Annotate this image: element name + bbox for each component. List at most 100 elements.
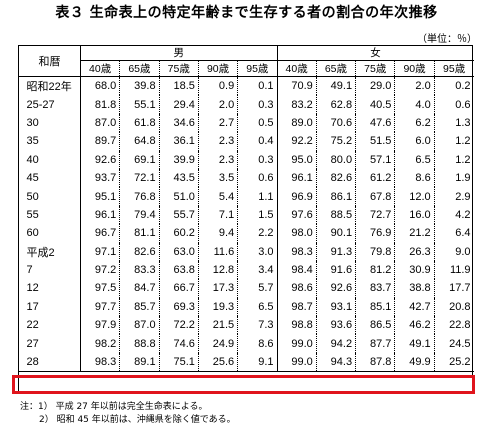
male-value-cell: 97.7 — [79, 297, 120, 317]
year-cell: 22 — [18, 316, 81, 335]
female-value-cell: 25.2 — [433, 352, 474, 373]
male-age-header: 90歳 — [197, 60, 238, 77]
male-value-cell: 12.8 — [197, 260, 238, 280]
female-value-cell: 51.5 — [355, 132, 395, 151]
table-row: 28 98.3 89.1 75.1 25.6 9.1 99.0 94.3 87.8 49.9 25.… — [18, 352, 474, 373]
female-value-cell: 76.9 — [355, 224, 395, 243]
female-value-cell: 12.0 — [394, 187, 435, 206]
table-row: 25-27 81.8 55.1 29.4 2.0 0.3 83.2 62.8 40.5 4.0 0.… — [18, 95, 474, 114]
female-value-cell: 9.0 — [433, 242, 474, 261]
era-header: 和暦 — [18, 45, 81, 77]
male-value-cell: 85.7 — [119, 297, 160, 317]
highlight-box-latest-row — [12, 375, 475, 394]
male-age-header: 75歳 — [158, 60, 199, 77]
male-value-cell: 97.2 — [79, 260, 120, 280]
male-value-cell: 82.6 — [119, 242, 160, 261]
male-value-cell: 88.8 — [119, 334, 160, 353]
male-value-cell: 3.4 — [237, 260, 277, 280]
year-cell: 60 — [18, 224, 81, 243]
male-value-cell: 69.3 — [158, 297, 199, 317]
male-value-cell: 98.2 — [79, 334, 120, 353]
table-row: 7 97.2 83.3 63.8 12.8 3.4 98.4 91.6 81.2 30.9 11.9 — [18, 260, 474, 280]
female-value-cell: 88.5 — [315, 205, 356, 225]
male-value-cell: 0.4 — [237, 132, 277, 151]
female-value-cell: 70.9 — [276, 76, 317, 96]
year-cell: 昭和22年 — [18, 76, 81, 96]
female-value-cell: 93.1 — [315, 297, 356, 317]
male-value-cell: 87.0 — [119, 316, 160, 335]
male-value-cell: 0.1 — [237, 76, 277, 96]
year-cell: 28 — [18, 352, 81, 373]
male-value-cell: 69.1 — [119, 150, 160, 169]
female-value-cell: 98.8 — [276, 316, 317, 335]
male-value-cell: 5.7 — [237, 279, 277, 298]
table-row: 17 97.7 85.7 69.3 19.3 6.5 98.7 93.1 85.1 42.7 20.… — [18, 297, 474, 317]
female-value-cell: 6.2 — [394, 113, 435, 133]
male-value-cell: 92.6 — [79, 150, 120, 169]
male-value-cell: 83.3 — [119, 260, 160, 280]
male-value-cell: 89.7 — [79, 132, 120, 151]
male-value-cell: 93.7 — [79, 168, 120, 188]
male-value-cell: 66.7 — [158, 279, 199, 298]
table-row: 22 97.9 87.0 72.2 21.5 7.3 98.8 93.6 86.5 46.2 22.… — [18, 316, 474, 335]
female-value-cell: 38.8 — [394, 279, 435, 298]
female-value-cell: 0.2 — [433, 76, 474, 96]
female-value-cell: 81.2 — [355, 260, 395, 280]
female-value-cell: 89.0 — [276, 113, 317, 133]
table-row: 35 89.7 64.8 36.1 2.3 0.4 92.2 75.2 51.5 6.0 1.2 — [18, 132, 474, 151]
female-value-cell: 86.1 — [315, 187, 356, 206]
male-value-cell: 24.9 — [197, 334, 238, 353]
male-value-cell: 9.1 — [237, 352, 277, 373]
female-value-cell: 91.6 — [315, 260, 356, 280]
female-value-cell: 98.7 — [276, 297, 317, 317]
male-value-cell: 0.3 — [237, 95, 277, 114]
male-value-cell: 18.5 — [158, 76, 199, 96]
male-value-cell: 97.5 — [79, 279, 120, 298]
male-value-cell: 79.4 — [119, 205, 160, 225]
female-value-cell: 98.0 — [276, 224, 317, 243]
year-cell: 50 — [18, 187, 81, 206]
male-value-cell: 63.0 — [158, 242, 199, 261]
female-value-cell: 87.7 — [355, 334, 395, 353]
female-value-cell: 75.2 — [315, 132, 356, 151]
female-value-cell: 4.2 — [433, 205, 474, 225]
male-value-cell: 34.6 — [158, 113, 199, 133]
female-value-cell: 92.2 — [276, 132, 317, 151]
female-value-cell: 98.4 — [276, 260, 317, 280]
female-value-cell: 1.2 — [433, 150, 474, 169]
male-value-cell: 60.2 — [158, 224, 199, 243]
male-value-cell: 2.2 — [237, 224, 277, 243]
male-value-cell: 8.6 — [237, 334, 277, 353]
male-value-cell: 63.8 — [158, 260, 199, 280]
male-value-cell: 81.8 — [79, 95, 120, 114]
female-value-cell: 70.6 — [315, 113, 356, 133]
table-row: 平成2 97.1 82.6 63.0 11.6 3.0 98.3 91.3 79.8 26.3 9.… — [18, 242, 474, 261]
male-value-cell: 21.5 — [197, 316, 238, 335]
female-value-cell: 46.2 — [394, 316, 435, 335]
note-2: 2） 昭和 45 年以前は、沖縄県を除く値である。 — [39, 415, 236, 425]
female-value-cell: 82.6 — [315, 168, 356, 188]
female-age-header: 75歳 — [355, 60, 395, 77]
male-value-cell: 72.1 — [119, 168, 160, 188]
male-value-cell: 3.0 — [237, 242, 277, 261]
male-value-cell: 2.7 — [197, 113, 238, 133]
year-cell: 7 — [18, 260, 81, 280]
male-value-cell: 36.1 — [158, 132, 199, 151]
table-row: 12 97.5 84.7 66.7 17.3 5.7 98.6 92.6 83.7 38.8 17.… — [18, 279, 474, 298]
female-value-cell: 4.0 — [394, 95, 435, 114]
male-value-cell: 96.1 — [79, 205, 120, 225]
female-value-cell: 6.0 — [394, 132, 435, 151]
male-value-cell: 51.0 — [158, 187, 199, 206]
year-cell: 35 — [18, 132, 81, 151]
male-value-cell: 39.9 — [158, 150, 199, 169]
male-value-cell: 9.4 — [197, 224, 238, 243]
female-value-cell: 97.6 — [276, 205, 317, 225]
female-value-cell: 2.9 — [433, 187, 474, 206]
male-value-cell: 68.0 — [79, 76, 120, 96]
female-value-cell: 61.2 — [355, 168, 395, 188]
female-value-cell: 30.9 — [394, 260, 435, 280]
female-value-cell: 92.6 — [315, 279, 356, 298]
female-value-cell: 11.9 — [433, 260, 474, 280]
female-value-cell: 67.8 — [355, 187, 395, 206]
male-header: 男 — [80, 45, 277, 61]
